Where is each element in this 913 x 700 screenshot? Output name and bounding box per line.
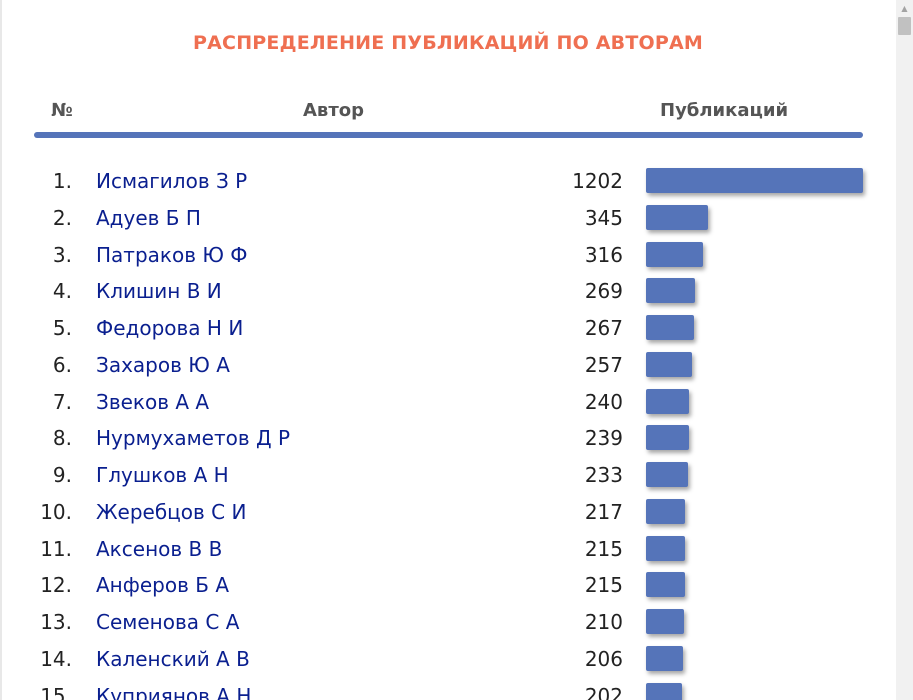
column-header-publications: Публикаций <box>660 100 789 121</box>
page-title: РАСПРЕДЕЛЕНИЕ ПУБЛИКАЦИЙ ПО АВТОРАМ <box>193 32 703 54</box>
table-row: 9. Глушков А Н 233 <box>0 456 896 493</box>
publication-count: 239 <box>584 426 623 451</box>
table-row: 15. Куприянов А Н 202 <box>0 677 896 700</box>
vertical-scrollbar[interactable]: ▲ <box>896 0 913 700</box>
scrollbar-thumb[interactable] <box>898 17 911 35</box>
publication-bar <box>646 645 683 671</box>
publication-bar <box>646 168 863 193</box>
author-link[interactable]: Анферов Б А <box>96 573 229 598</box>
publication-bar <box>646 462 688 487</box>
publication-bar <box>646 609 684 634</box>
publication-count: 267 <box>584 316 623 340</box>
row-number: 15. <box>40 683 72 700</box>
publication-count: 345 <box>584 205 623 230</box>
author-link[interactable]: Глушков А Н <box>96 463 229 487</box>
author-link[interactable]: Исмагилов З Р <box>96 169 248 193</box>
table-row: 7. Звеков А А 240 <box>0 383 896 420</box>
row-number: 9. <box>52 463 72 487</box>
row-number: 11. <box>40 536 72 561</box>
row-number: 8. <box>52 426 72 451</box>
publication-bar <box>646 388 689 414</box>
table-row: 3. Патраков Ю Ф 316 <box>0 236 896 273</box>
table-row: 2. Адуев Б П 345 <box>0 199 896 236</box>
publication-bar <box>646 535 685 561</box>
row-number: 5. <box>52 316 72 340</box>
publication-bar <box>646 572 685 598</box>
publication-count: 257 <box>584 352 623 377</box>
author-link[interactable]: Патраков Ю Ф <box>96 242 248 267</box>
table-row: 13. Семенова С А 210 <box>0 603 896 640</box>
row-number: 7. <box>52 389 72 414</box>
row-number: 3. <box>52 242 72 267</box>
column-header-author: Автор <box>303 100 365 121</box>
publication-count: 215 <box>584 573 623 598</box>
column-header-number: № <box>51 100 73 121</box>
row-number: 14. <box>40 646 72 671</box>
author-link[interactable]: Адуев Б П <box>96 205 201 230</box>
table-row: 6. Захаров Ю А 257 <box>0 346 896 383</box>
row-number: 10. <box>40 499 72 524</box>
publication-bar <box>646 204 708 230</box>
publication-count: 233 <box>584 463 623 487</box>
author-link[interactable]: Федорова Н И <box>96 316 244 340</box>
author-list: 1. Исмагилов З Р 1202 2. Адуев Б П 345 3. Патра… <box>0 162 896 700</box>
author-link[interactable]: Жеребцов С И <box>96 499 247 524</box>
publication-bar <box>646 241 703 267</box>
publication-bar <box>646 351 692 377</box>
publication-count: 240 <box>584 389 623 414</box>
row-number: 12. <box>40 573 72 598</box>
table-row: 12. Анферов Б А 215 <box>0 566 896 603</box>
row-number: 4. <box>52 279 72 304</box>
publication-bar <box>646 682 682 700</box>
publication-count: 202 <box>584 683 623 700</box>
table-row: 14. Каленский А В 206 <box>0 640 896 677</box>
row-number: 13. <box>40 610 72 634</box>
publication-count: 316 <box>584 242 623 267</box>
author-link[interactable]: Аксенов В В <box>96 536 223 561</box>
author-link[interactable]: Нурмухаметов Д Р <box>96 426 291 451</box>
row-number: 2. <box>52 205 72 230</box>
publication-bar <box>646 315 694 340</box>
table-row: 11. Аксенов В В 215 <box>0 530 896 567</box>
publication-count: 269 <box>584 279 623 304</box>
table-row: 10. Жеребцов С И 217 <box>0 493 896 530</box>
table-row: 4. Клишин В И 269 <box>0 272 896 309</box>
scroll-up-arrow-icon[interactable]: ▲ <box>901 4 908 13</box>
row-number: 1. <box>52 169 72 193</box>
header-divider <box>34 132 863 138</box>
publication-bar <box>646 425 689 451</box>
table-row: 1. Исмагилов З Р 1202 <box>0 162 896 199</box>
table-row: 8. Нурмухаметов Д Р 239 <box>0 419 896 456</box>
publication-bar <box>646 278 695 304</box>
author-link[interactable]: Клишин В И <box>96 279 222 304</box>
publication-count: 1202 <box>572 169 623 193</box>
table-row: 5. Федорова Н И 267 <box>0 309 896 346</box>
row-number: 6. <box>52 352 72 377</box>
author-link[interactable]: Куприянов А Н <box>96 683 252 700</box>
publication-count: 210 <box>584 610 623 634</box>
author-link[interactable]: Звеков А А <box>96 389 210 414</box>
publication-count: 215 <box>584 536 623 561</box>
left-border <box>0 0 2 700</box>
publication-bar <box>646 498 685 524</box>
author-link[interactable]: Каленский А В <box>96 646 250 671</box>
publication-count: 206 <box>584 646 623 671</box>
author-link[interactable]: Семенова С А <box>96 610 240 634</box>
publication-count: 217 <box>584 499 623 524</box>
author-link[interactable]: Захаров Ю А <box>96 352 230 377</box>
